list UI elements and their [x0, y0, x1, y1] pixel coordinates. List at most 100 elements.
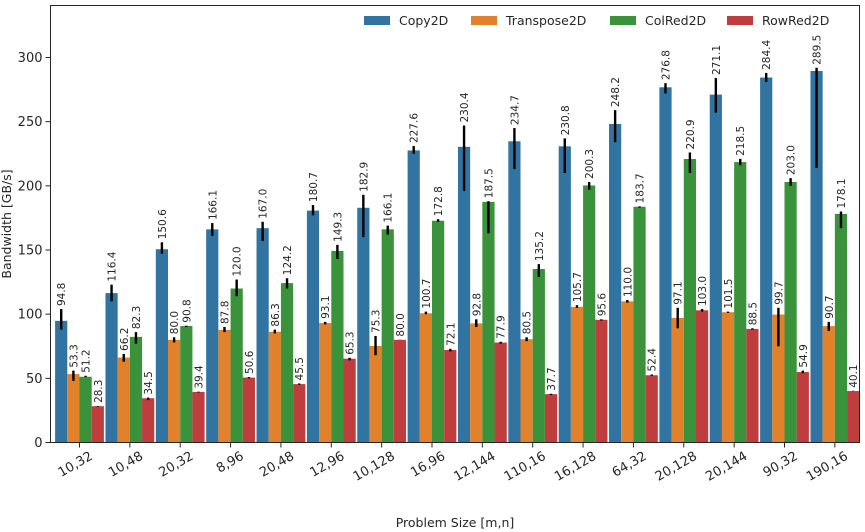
data-label: 116.4: [107, 251, 119, 281]
bar-copy2d-110x16: [508, 141, 521, 443]
data-label: 234.7: [509, 95, 521, 125]
legend-swatch: [471, 16, 497, 25]
bar-transpose2d-12x96: [319, 323, 332, 443]
bar-transpose2d-16x128: [570, 306, 584, 443]
bar-transpose2d-10x48: [117, 357, 130, 443]
data-label: 72.1: [445, 322, 457, 345]
bar-rowred2d-20x48: [293, 384, 306, 443]
data-label: 110.0: [622, 267, 634, 297]
data-label: 230.4: [459, 92, 471, 122]
data-label: 50.6: [244, 350, 256, 374]
data-label: 103.0: [697, 276, 709, 306]
legend-item-rowred2d: RowRed2D: [727, 13, 829, 28]
bar-rowred2d-16x128: [595, 319, 608, 443]
data-label: 101.5: [723, 279, 735, 309]
legend-swatch: [610, 16, 636, 25]
data-label: 166.1: [383, 193, 395, 223]
bar-colred2d-16x96: [432, 220, 445, 443]
x-tick-label: 64,32: [610, 449, 650, 481]
bar-copy2d-20x128: [659, 87, 672, 443]
data-label: 51.2: [81, 349, 93, 372]
axes-layer: [50, 5, 860, 443]
bar-transpose2d-10x128: [369, 345, 382, 443]
y-tick-label: 50: [26, 372, 43, 387]
data-label: 135.2: [534, 231, 546, 261]
bar-transpose2d-64x32: [621, 301, 634, 443]
data-label: 77.9: [496, 315, 508, 338]
data-labels-layer: 94.8 53.3 51.228.3 116.4 66.282.3 34.5 150.6 80…: [56, 35, 860, 403]
bar-transpose2d-90x32: [772, 314, 785, 443]
x-tick-label: 16,96: [408, 449, 448, 481]
data-label: 88.5: [747, 302, 759, 325]
data-label: 97.1: [673, 281, 685, 304]
x-tick-label: 20,48: [257, 449, 297, 481]
legend-item-transpose2d: Transpose2D: [471, 13, 586, 28]
data-label: 80.0: [169, 311, 181, 334]
data-label: 92.8: [471, 293, 483, 316]
bar-rowred2d-110x16: [544, 394, 558, 443]
bar-rowred2d-64x32: [645, 375, 658, 443]
data-label: 182.9: [358, 162, 370, 192]
bar-rowred2d-20x144: [746, 328, 759, 443]
data-label: 218.5: [735, 126, 747, 156]
data-label: 276.8: [660, 50, 672, 80]
data-label: 90.8: [181, 299, 193, 322]
data-label: 65.3: [345, 331, 357, 354]
bar-colred2d-16x128: [583, 185, 596, 443]
legend-label: ColRed2D: [645, 13, 706, 28]
bar-transpose2d-16x96: [419, 313, 432, 443]
error-bars-layer: [60, 67, 855, 407]
data-label: 82.3: [131, 306, 143, 329]
bar-copy2d-10x32: [55, 320, 68, 443]
bar-copy2d-20x48: [256, 228, 269, 443]
data-label: 120.0: [232, 246, 244, 276]
legend-item-colred2d: ColRed2D: [610, 13, 706, 28]
x-tick-label: 8,96: [214, 449, 247, 476]
data-label: 53.3: [68, 344, 80, 367]
data-label: 34.5: [143, 371, 155, 394]
data-label: 149.3: [332, 212, 344, 242]
data-label: 80.5: [522, 311, 534, 334]
bar-rowred2d-12x144: [494, 342, 507, 443]
data-label: 37.7: [546, 367, 558, 390]
bar-colred2d-20x128: [683, 159, 696, 443]
bar-copy2d-64x32: [609, 123, 622, 443]
bar-transpose2d-12x144: [470, 323, 483, 443]
data-label: 183.7: [635, 173, 647, 203]
bar-rowred2d-10x48: [142, 398, 155, 443]
bar-copy2d-10x128: [357, 207, 370, 443]
data-label: 203.0: [786, 145, 798, 175]
bar-rowred2d-10x128: [393, 339, 407, 443]
bar-colred2d-12x144: [482, 201, 495, 443]
bar-copy2d-20x144: [709, 94, 722, 443]
data-label: 80.0: [395, 313, 407, 336]
y-ticks: 0 50 100 150 200 250 300: [18, 51, 51, 451]
bar-colred2d-12x96: [331, 250, 344, 443]
data-label: 167.0: [258, 189, 270, 219]
bar-rowred2d-90x32: [796, 372, 809, 443]
bar-colred2d-10x32: [79, 376, 92, 443]
data-label: 95.6: [596, 293, 608, 317]
x-tick-label: 90,32: [761, 449, 801, 481]
data-label: 100.7: [421, 279, 433, 309]
data-label: 230.8: [560, 105, 572, 135]
data-label: 94.8: [56, 283, 68, 306]
bar-copy2d-10x48: [105, 293, 118, 443]
bar-transpose2d-20x144: [721, 312, 735, 443]
data-label: 200.3: [584, 149, 596, 179]
legend: Copy2D Transpose2D ColRed2D RowRed2D: [364, 13, 829, 28]
bar-copy2d-16x96: [407, 150, 420, 443]
bar-colred2d-10x48: [129, 336, 143, 443]
data-label: 54.9: [798, 344, 810, 367]
legend-swatch: [727, 16, 753, 25]
data-label: 220.9: [685, 119, 697, 149]
bar-colred2d-20x48: [280, 283, 294, 443]
y-axis-label: Bandwidth [GB/s]: [0, 169, 14, 278]
data-label: 248.2: [610, 77, 622, 107]
plot-frame: [50, 5, 860, 443]
x-tick-label: 190,16: [804, 449, 851, 485]
data-label: 86.3: [270, 303, 282, 326]
x-tick-label: 20,32: [156, 449, 196, 481]
x-tick-label: 20,128: [653, 449, 700, 485]
